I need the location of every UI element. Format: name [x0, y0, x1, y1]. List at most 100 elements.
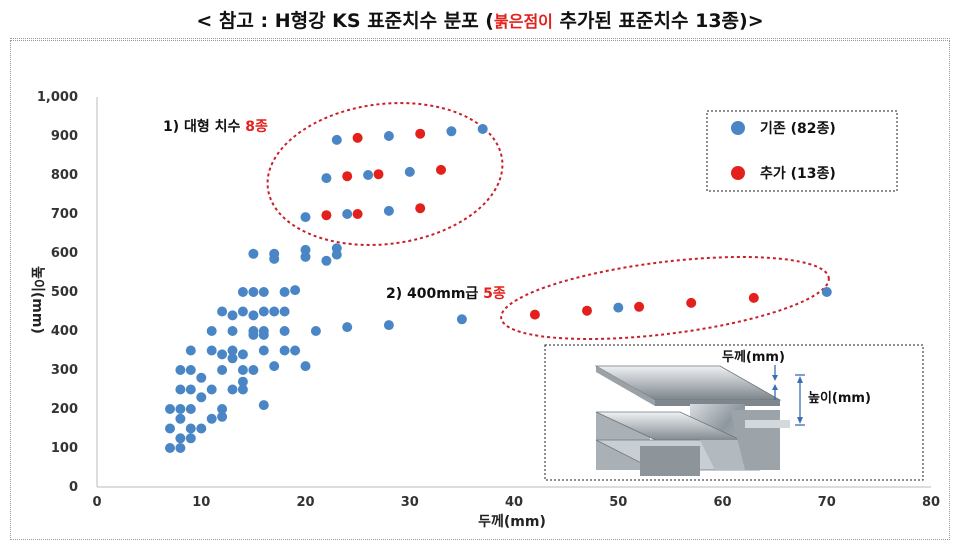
data-point-existing — [363, 170, 374, 180]
data-point-existing — [290, 285, 301, 296]
data-point-existing — [248, 287, 259, 297]
data-point-added — [321, 210, 332, 221]
inset-thickness-label: 두께(mm) — [722, 350, 785, 365]
x-tick-labels: 0 10 20 30 40 50 60 70 80 — [92, 495, 940, 510]
group2-annotation-text: 2) 400mm급 — [386, 286, 483, 302]
data-point-existing — [227, 384, 238, 395]
data-point-existing — [237, 365, 248, 375]
data-point-existing — [279, 287, 290, 297]
y-tick-label: 400 — [51, 324, 78, 339]
y-tick-label: 200 — [51, 402, 78, 417]
data-point-added — [415, 128, 426, 139]
legend-label-added: 추가 (13종) — [760, 166, 836, 182]
data-point-existing — [165, 404, 175, 414]
data-point-existing — [248, 248, 259, 259]
x-tick-label: 80 — [922, 495, 940, 510]
group2-ellipse — [500, 255, 830, 341]
data-point-existing — [217, 404, 228, 414]
data-point-existing — [300, 361, 311, 372]
group1-annotation-text: 1) 대형 치수 — [163, 118, 245, 135]
h-beam-inset: 두께(mm) 높이(mm) — [544, 344, 924, 481]
y-tick-label: 100 — [51, 441, 78, 456]
data-point-existing — [300, 251, 311, 262]
data-point-existing — [821, 287, 832, 297]
data-point-existing — [237, 306, 248, 317]
thickness-arrow — [772, 365, 778, 400]
group1-ellipse — [266, 102, 504, 246]
data-point-existing — [196, 423, 207, 434]
data-point-added — [634, 301, 645, 312]
data-point-existing — [279, 326, 290, 336]
data-point-added — [415, 203, 426, 214]
data-point-existing — [342, 209, 353, 219]
data-point-added — [352, 209, 363, 219]
data-point-existing — [321, 255, 332, 266]
y-tick-label: 1,000 — [37, 90, 78, 105]
data-point-existing — [310, 326, 321, 336]
data-point-existing — [383, 320, 394, 331]
data-point-existing — [331, 249, 342, 260]
y-axis-label: 높이(mm) — [29, 266, 46, 334]
data-point-existing — [217, 306, 228, 317]
data-point-existing — [446, 126, 457, 137]
data-point-existing — [248, 310, 259, 321]
group2-annotation-count: 5종 — [483, 286, 506, 302]
data-point-existing — [279, 306, 290, 317]
data-point-existing — [185, 384, 196, 395]
data-point-existing — [165, 423, 175, 434]
data-point-added — [686, 297, 697, 308]
data-point-existing — [217, 365, 228, 375]
legend-marker-added — [731, 166, 745, 180]
data-point-existing — [237, 287, 248, 297]
x-tick-label: 50 — [609, 495, 627, 510]
data-point-existing — [258, 306, 269, 317]
data-points — [165, 124, 832, 453]
data-point-existing — [175, 443, 186, 453]
data-point-existing — [227, 326, 238, 336]
data-point-existing — [165, 443, 175, 453]
x-axis-label: 두께(mm) — [478, 514, 546, 530]
x-tick-label: 60 — [713, 495, 731, 510]
data-point-existing — [331, 134, 342, 145]
data-point-existing — [185, 423, 196, 434]
data-point-existing — [217, 411, 228, 422]
title-highlight: 붉은점이 — [494, 12, 553, 31]
data-point-existing — [258, 287, 269, 297]
inset-height-label: 높이(mm) — [808, 390, 871, 406]
data-point-existing — [175, 413, 186, 424]
x-tick-label: 40 — [505, 495, 523, 510]
data-point-existing — [196, 372, 207, 383]
data-point-added — [436, 164, 446, 175]
data-point-existing — [206, 384, 217, 395]
data-point-existing — [185, 365, 196, 375]
data-point-existing — [269, 253, 280, 264]
data-point-added — [529, 309, 540, 320]
data-point-existing — [404, 166, 415, 177]
height-arrow — [795, 374, 805, 426]
data-point-existing — [383, 131, 394, 141]
y-tick-label: 700 — [51, 207, 78, 222]
data-point-existing — [237, 376, 248, 387]
data-point-existing — [175, 404, 186, 414]
data-point-existing — [613, 302, 624, 313]
data-point-existing — [227, 345, 238, 356]
data-point-existing — [321, 173, 332, 184]
legend-marker-existing — [731, 121, 745, 135]
y-tick-label: 500 — [51, 285, 78, 300]
data-point-existing — [185, 404, 196, 414]
data-point-existing — [248, 329, 259, 340]
title-divider — [10, 38, 950, 39]
h-beam-image — [594, 365, 790, 476]
x-tick-label: 70 — [818, 495, 836, 510]
data-point-existing — [217, 349, 228, 360]
data-point-existing — [227, 353, 238, 364]
page-title: < 참고 : H형강 KS 표준치수 분포 (붉은점이 추가된 표준치수 13종… — [0, 6, 960, 33]
group1-annotation: 1) 대형 치수 8종 — [163, 118, 268, 135]
data-point-existing — [258, 400, 269, 411]
y-tick-label: 0 — [69, 480, 78, 495]
data-point-existing — [237, 349, 248, 360]
chart-axes — [96, 97, 931, 488]
data-point-existing — [175, 365, 186, 375]
chart-frame — [10, 40, 950, 540]
